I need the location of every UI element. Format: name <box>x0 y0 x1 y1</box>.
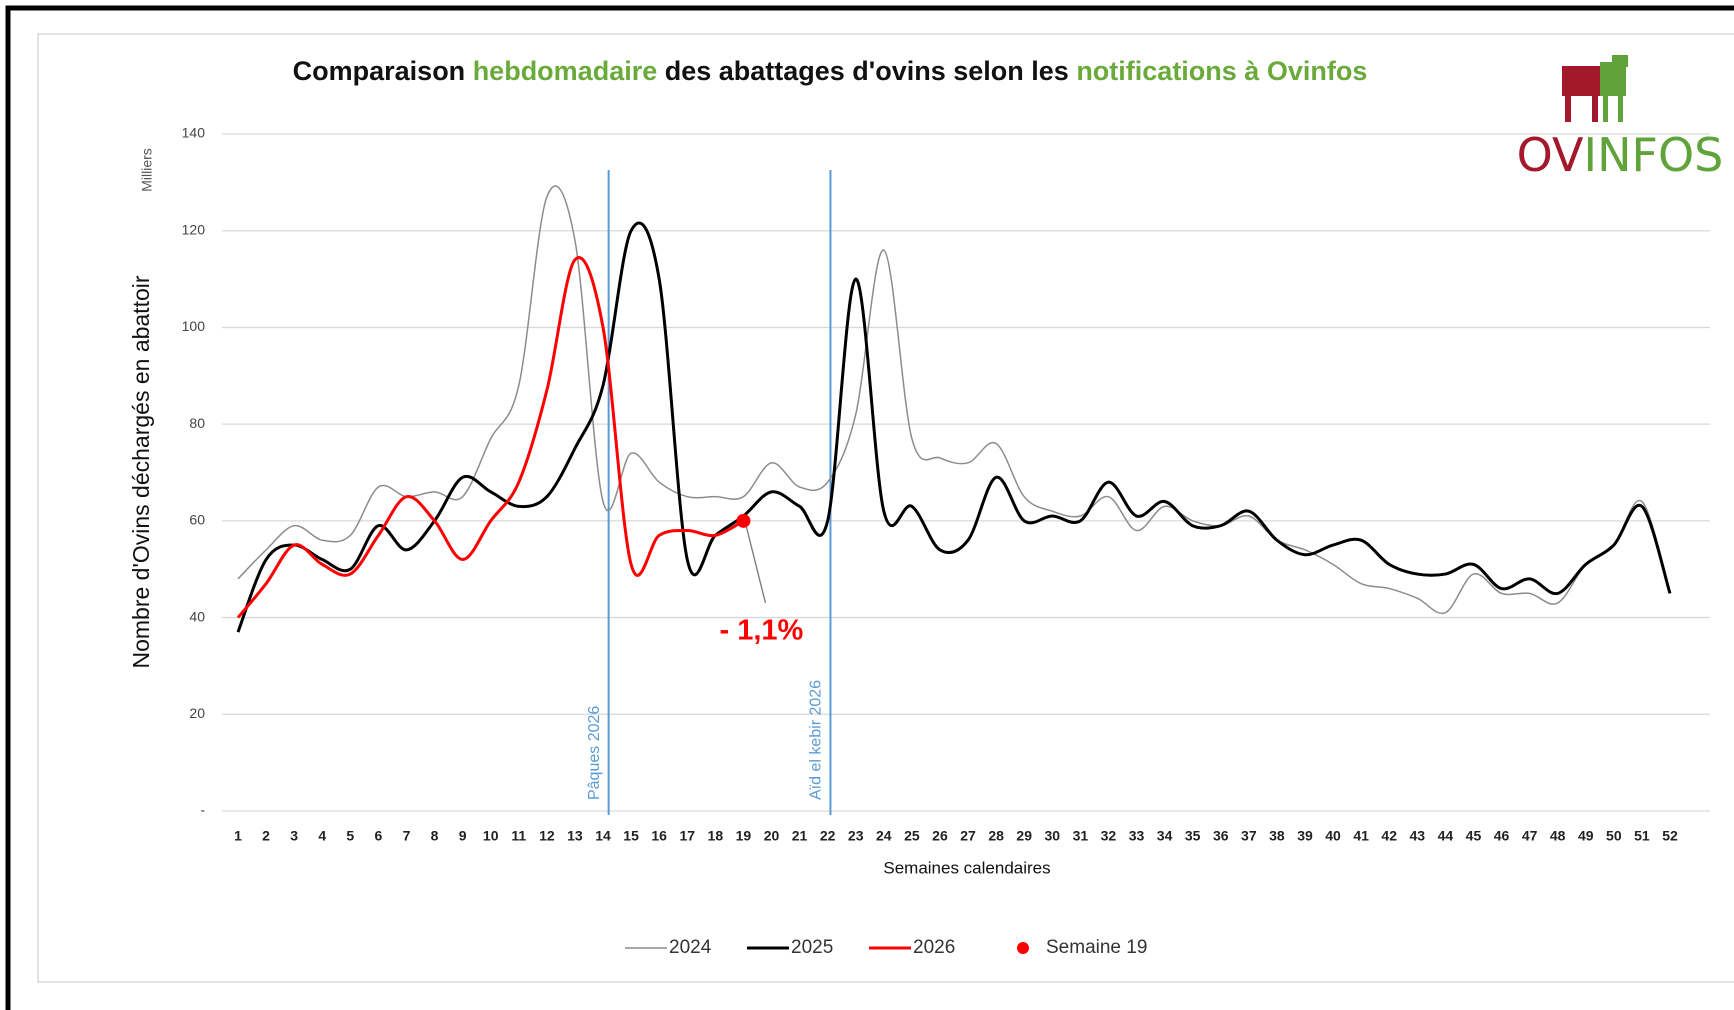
y-tick-label: 40 <box>189 608 205 624</box>
x-tick-label: 26 <box>932 828 948 844</box>
x-tick-label: 34 <box>1157 828 1173 844</box>
x-tick-label: 16 <box>651 828 667 844</box>
outer-frame <box>5 5 1734 1010</box>
x-tick-label: 52 <box>1662 828 1678 844</box>
annotation-leader <box>745 526 767 604</box>
series-line <box>236 256 745 619</box>
x-tick-label: 3 <box>290 828 298 844</box>
x-tick-label: 9 <box>459 828 467 844</box>
y-axis-label: Nombre d'Ovins déchargés en abattoir <box>128 275 154 668</box>
x-tick-label: 23 <box>848 828 864 844</box>
x-tick-label: 21 <box>792 828 808 844</box>
x-tick-label: 33 <box>1129 828 1145 844</box>
x-tick-label: 46 <box>1494 828 1510 844</box>
x-tick-label: 18 <box>708 828 724 844</box>
logo-part: OV <box>1517 128 1584 182</box>
x-tick-label: 27 <box>960 828 976 844</box>
y-tick-label: 80 <box>189 415 205 431</box>
x-tick-label: 29 <box>1016 828 1032 844</box>
x-tick-label: 28 <box>988 828 1004 844</box>
x-tick-label: 45 <box>1466 828 1482 844</box>
title-part: hebdomadaire <box>473 56 658 86</box>
legend-label: 2026 <box>913 937 955 958</box>
x-tick-label: 17 <box>679 828 695 844</box>
y-tick-label: 100 <box>182 318 206 334</box>
chart-title: Comparaison hebdomadaire des abattages d… <box>293 56 1368 86</box>
x-tick-label: 25 <box>904 828 920 844</box>
x-tick-label: 19 <box>736 828 752 844</box>
legend-label: 2024 <box>669 937 712 958</box>
x-tick-label: 41 <box>1353 828 1369 844</box>
highlight-point <box>736 513 751 528</box>
title-part: notifications à Ovinfos <box>1076 56 1367 86</box>
annotation: - 1,1% <box>719 615 803 647</box>
x-tick-label: 12 <box>539 828 555 844</box>
x-tick-label: 35 <box>1185 828 1201 844</box>
x-tick-label: 42 <box>1381 828 1397 844</box>
legend-label: 2025 <box>791 937 833 958</box>
x-tick-label: 11 <box>511 828 526 844</box>
y-tick-label: 140 <box>182 125 206 141</box>
event-label: Aïd el kebir 2026 <box>808 680 825 800</box>
x-tick-label: 2 <box>262 828 270 844</box>
x-tick-label: 10 <box>483 828 499 844</box>
x-tick-label: 39 <box>1297 828 1313 844</box>
x-tick-label: 47 <box>1522 828 1538 844</box>
legend-label: Semaine 19 <box>1046 937 1147 958</box>
x-tick-label: 13 <box>567 828 583 844</box>
x-tick-label: 40 <box>1325 828 1341 844</box>
x-tick-label: 37 <box>1241 828 1257 844</box>
y-unit: Milliers <box>139 148 155 192</box>
x-tick-label: 44 <box>1438 828 1454 844</box>
series-line <box>236 221 1672 633</box>
logo-part: INFOS <box>1584 128 1724 182</box>
plot-frame <box>37 33 1734 983</box>
title-part: des abattages d'ovins selon les <box>657 56 1076 86</box>
logo-text: OVINFOS <box>1517 128 1724 182</box>
x-tick-label: 32 <box>1101 828 1117 844</box>
x-tick-label: 50 <box>1606 828 1622 844</box>
x-tick-label: 48 <box>1550 828 1566 844</box>
legend-swatch <box>1017 942 1029 954</box>
title-part: Comparaison <box>293 56 473 86</box>
x-tick-label: 51 <box>1634 828 1650 844</box>
x-tick-label: 7 <box>403 828 411 844</box>
y-tick-label: 120 <box>182 221 206 237</box>
x-tick-label: 8 <box>431 828 439 844</box>
x-tick-label: 1 <box>234 828 242 844</box>
x-tick-label: 5 <box>346 828 354 844</box>
x-tick-label: 20 <box>764 828 780 844</box>
x-tick-label: 49 <box>1578 828 1594 844</box>
x-tick-label: 38 <box>1269 828 1285 844</box>
y-tick-label: 20 <box>189 705 205 721</box>
x-tick-label: 22 <box>820 828 836 844</box>
series-line <box>237 185 1671 615</box>
x-tick-label: 15 <box>623 828 639 844</box>
x-tick-label: 14 <box>595 828 611 844</box>
x-tick-label: 4 <box>318 828 326 844</box>
x-axis-label: Semaines calendaires <box>883 858 1050 877</box>
x-tick-label: 24 <box>876 828 892 844</box>
y-tick-label: 60 <box>189 512 205 528</box>
x-tick-label: 43 <box>1410 828 1426 844</box>
logo-icon <box>1562 55 1628 122</box>
x-tick-label: 31 <box>1073 828 1089 844</box>
y-tick-label: - <box>200 802 205 818</box>
x-tick-label: 30 <box>1044 828 1060 844</box>
x-tick-label: 6 <box>374 828 382 844</box>
event-label: Pâques 2026 <box>586 706 603 800</box>
x-tick-label: 36 <box>1213 828 1229 844</box>
